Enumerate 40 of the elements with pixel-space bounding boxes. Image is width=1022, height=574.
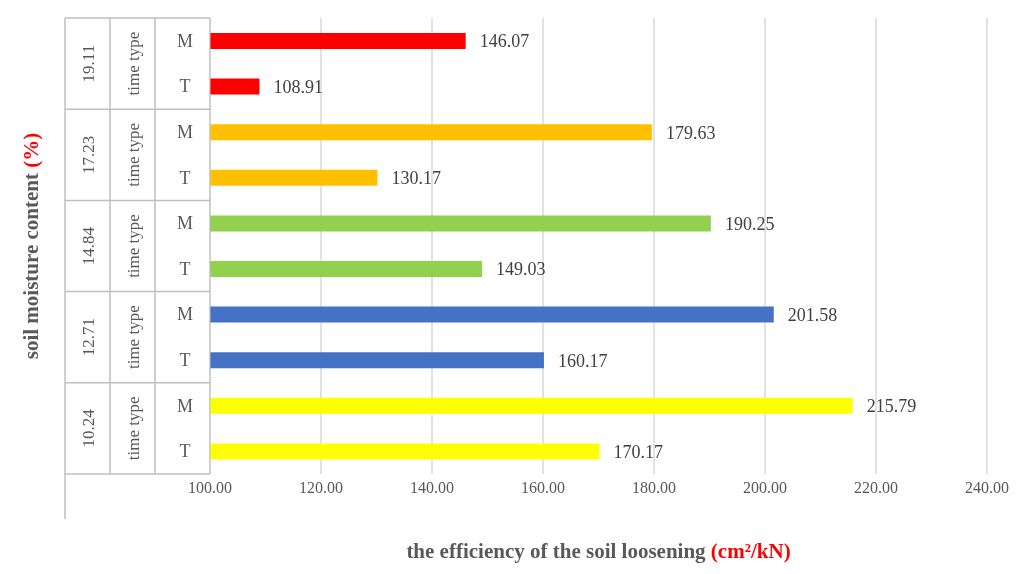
text: time type — [123, 122, 143, 187]
x-tick-label: 180.00 — [632, 479, 676, 497]
data-label: 179.63 — [665, 122, 716, 143]
y-tick-label: T — [179, 258, 191, 279]
data-label: 215.79 — [866, 396, 917, 417]
x-tick-label: 120.00 — [299, 479, 343, 497]
data-label: 201.58 — [787, 304, 838, 325]
y-tick-label: M — [176, 213, 194, 234]
text: time type — [123, 31, 143, 96]
data-label: 170.17 — [613, 441, 663, 462]
x-tick-label: 220.00 — [854, 479, 898, 497]
data-label: 160.17 — [557, 350, 608, 371]
y-tick-label: T — [179, 441, 191, 462]
y-tick-label: T — [179, 350, 191, 370]
text: time type — [123, 305, 143, 370]
text: time type — [123, 396, 143, 461]
text: time type — [123, 214, 143, 278]
y-tick-label: M — [176, 122, 194, 142]
x-tick-label: 100.00 — [188, 479, 232, 497]
data-label: 190.25 — [724, 213, 775, 234]
x-tick-label: 160.00 — [521, 479, 565, 497]
text: 14.84 — [78, 226, 98, 266]
y-tick-label: M — [176, 30, 194, 51]
text: 10.24 — [78, 408, 98, 448]
y-tick-label: T — [179, 167, 191, 188]
x-tick-label: 200.00 — [743, 479, 787, 497]
x-axis-title: the efficiency of the soil loosening (cm²/kN) — [406, 539, 791, 563]
text: soil moisture content (%) — [19, 132, 43, 360]
text: 12.71 — [78, 318, 98, 357]
data-label: 146.07 — [479, 31, 530, 52]
text: 19.11 — [78, 44, 98, 83]
data-label: 108.91 — [273, 76, 323, 97]
text: 17.23 — [78, 135, 98, 174]
y-tick-label: T — [179, 76, 191, 97]
x-tick-label: 140.00 — [410, 479, 454, 497]
y-tick-label: M — [176, 395, 194, 416]
data-label: 130.17 — [391, 168, 441, 189]
data-label: 149.03 — [496, 259, 546, 280]
y-tick-label: M — [176, 304, 194, 325]
x-tick-label: 240.00 — [965, 479, 1009, 497]
